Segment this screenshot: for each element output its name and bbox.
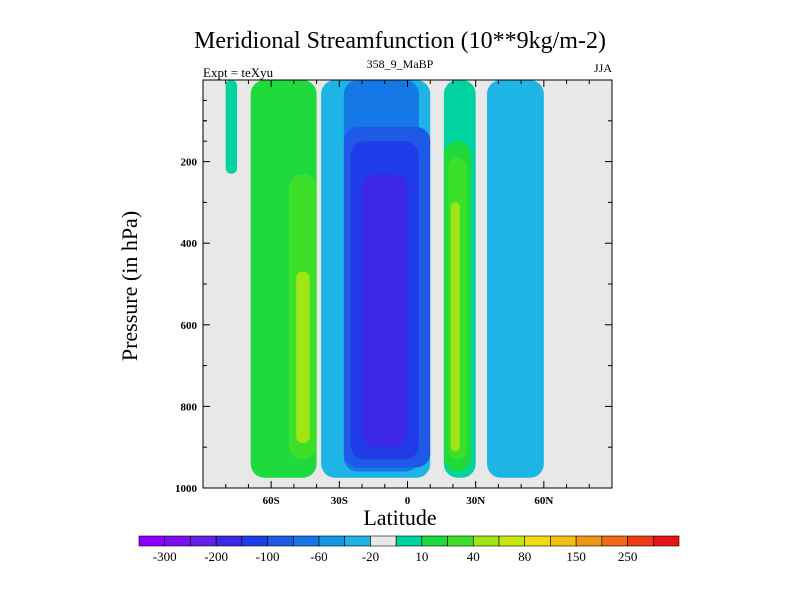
colorbar-label: -300 (153, 549, 177, 564)
chart-title: Meridional Streamfunction (10**9kg/m-2) (194, 28, 606, 54)
colorbar: -300 -200 -100 -60 -20 10 40 80 150 250 (138, 535, 680, 564)
colorbar-label: -200 (204, 549, 228, 564)
colorbar-box (215, 535, 243, 547)
colorbar-box (395, 535, 423, 547)
x-axis-label: Latitude (363, 505, 437, 530)
colorbar-box (472, 535, 500, 547)
y-tick-label: 800 (181, 401, 198, 413)
colorbar-box (550, 535, 577, 547)
colorbar-box (575, 535, 603, 547)
x-tick-label: 60S (263, 495, 280, 507)
contour-cell (505, 161, 533, 460)
x-tick-label: 0 (405, 495, 411, 507)
y-tick-label: 200 (181, 157, 198, 169)
colorbar-box (318, 535, 346, 547)
y-tick-label: 1000 (175, 483, 198, 495)
colorbar-box (190, 535, 217, 547)
colorbar-box (627, 535, 654, 547)
colorbar-label: 250 (618, 549, 638, 564)
colorbar-box (344, 535, 371, 547)
experiment-label: Expt = teXyu (203, 65, 274, 80)
colorbar-box (421, 535, 448, 547)
colorbar-label: 80 (518, 549, 531, 564)
colorbar-box (370, 535, 397, 547)
colorbar-box (524, 535, 551, 547)
colorbar-box (267, 535, 294, 547)
contour-cell (296, 271, 310, 444)
contour-cell (362, 173, 408, 448)
colorbar-label: 40 (467, 549, 480, 564)
colorbar-label: -60 (310, 549, 327, 564)
colorbar-label: -20 (362, 549, 379, 564)
colorbar-box (652, 535, 680, 547)
colorbar-label: 150 (566, 549, 586, 564)
colorbar-box (498, 535, 526, 547)
season-label: JJA (593, 61, 612, 75)
colorbar-box (138, 535, 166, 547)
colorbar-box (241, 535, 268, 547)
colorbar-box (447, 535, 474, 547)
contour-cell (450, 202, 460, 452)
x-tick-label: 30N (466, 495, 485, 507)
colorbar-box (164, 535, 191, 547)
plot-area (202, 79, 613, 489)
colorbar-box (292, 535, 320, 547)
colorbar-label: 10 (415, 549, 428, 564)
contour-cell (225, 80, 238, 174)
run-label: 358_9_MaBP (366, 57, 434, 71)
colorbar-box (601, 535, 628, 547)
x-tick-label: 30S (331, 495, 348, 507)
y-tick-label: 600 (181, 320, 198, 332)
y-tick-label: 400 (181, 238, 198, 250)
axis-ticks: 200 400 600 800 1000 60S 30S 0 30N 60N (175, 80, 612, 507)
colorbar-label: -100 (256, 549, 280, 564)
x-tick-label: 60N (534, 495, 553, 507)
